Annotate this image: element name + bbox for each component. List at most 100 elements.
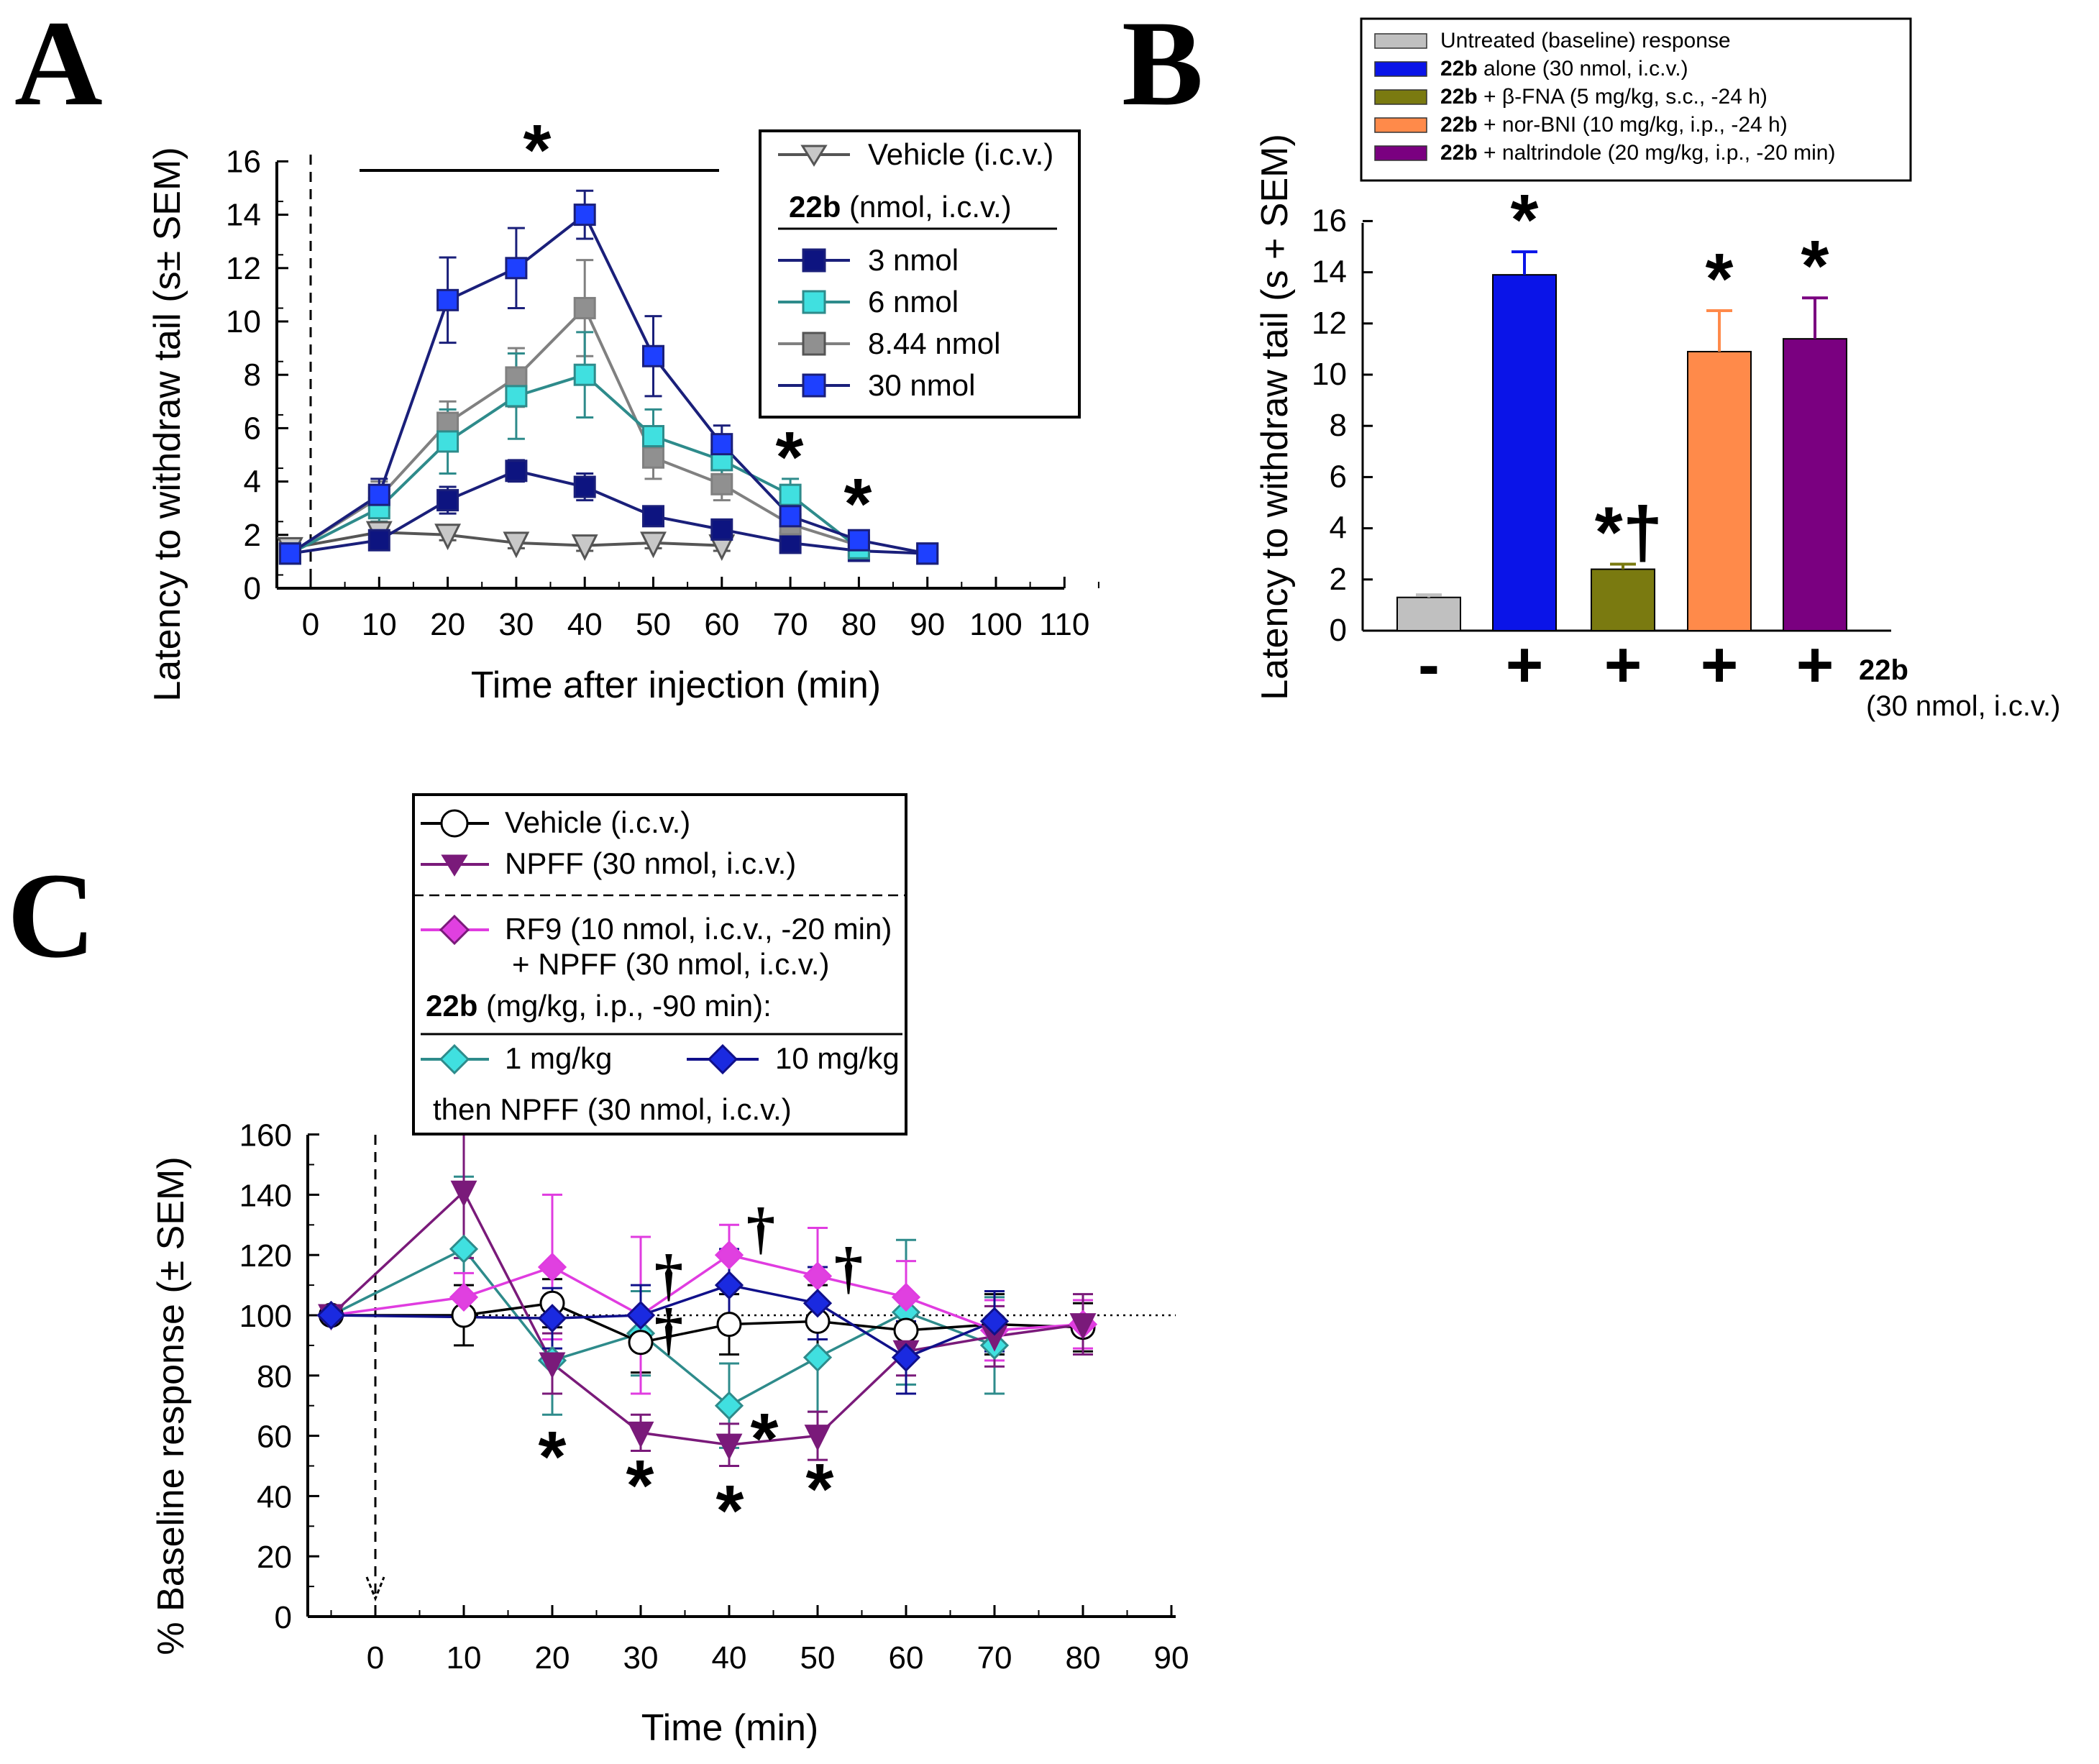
legend-c-rf9-label: RF9 (10 nmol, i.c.v., -20 min) xyxy=(505,912,892,946)
legend-c-npff-label: NPFF (30 nmol, i.c.v.) xyxy=(505,846,796,880)
panel-a-point xyxy=(573,475,596,498)
legend-a-6nmol-label: 6 nmol xyxy=(868,285,959,319)
panel-c-star-40a: * xyxy=(716,1471,744,1551)
panel-c-xtick-label: 90 xyxy=(1154,1640,1189,1676)
legend-b-swatch xyxy=(1374,61,1427,77)
panel-b-bar xyxy=(1396,596,1461,631)
panel-a-xtick-label: 90 xyxy=(910,607,945,642)
panel-a-xlabel: Time after injection (min) xyxy=(471,664,881,706)
panel-a-point xyxy=(505,385,528,408)
panel-a-star-main: * xyxy=(523,110,552,191)
panel-b-legend: Untreated (baseline) response 22b alone (… xyxy=(1360,17,1912,182)
panel-c-point xyxy=(714,1391,744,1420)
panel-a-xtick-label: 60 xyxy=(704,607,739,642)
panel-c-dagger-30b: † xyxy=(654,1298,683,1361)
panel-c-legend: Vehicle (i.c.v.) NPFF (30 nmol, i.c.v.) … xyxy=(412,793,907,1135)
panel-a-ytick-label: 10 xyxy=(226,304,261,339)
diamond-icon xyxy=(707,1043,738,1075)
legend-c-vehicle-label: Vehicle (i.c.v.) xyxy=(505,805,690,839)
legend-a-30nmol-label: 30 nmol xyxy=(868,368,975,402)
panel-b-bar xyxy=(1492,274,1557,631)
legend-b-label: 22b + naltrindole (20 mg/kg, i.p., -20 m… xyxy=(1440,141,1835,165)
panel-a-ytick-label: 12 xyxy=(226,251,261,286)
legend-c-1mgkg-label: 1 mg/kg xyxy=(505,1041,612,1075)
panel-c-point xyxy=(628,1330,654,1356)
legend-a-group-title: 22b (nmol, i.c.v.) xyxy=(789,190,1012,224)
panel-c-xtick-label: 30 xyxy=(623,1640,659,1676)
panel-a-point xyxy=(505,257,528,280)
panel-a-line xyxy=(289,212,928,555)
panel-b-bar xyxy=(1591,568,1655,631)
panel-c-point xyxy=(715,1433,743,1461)
panel-a-point xyxy=(367,483,390,506)
panel-c-xtick-label: 50 xyxy=(800,1640,836,1676)
panel-c-series xyxy=(316,1124,1098,1467)
panel-letter-a: A xyxy=(14,0,103,131)
panel-a-point xyxy=(916,542,939,565)
panel-c-point xyxy=(450,1180,477,1207)
panel-a-xtick-label: 0 xyxy=(302,607,319,642)
diamond-icon xyxy=(439,1043,470,1075)
panel-c-point xyxy=(627,1421,654,1448)
panel-a-ytick-label: 8 xyxy=(244,357,261,393)
panel-b-bar xyxy=(1687,350,1752,631)
panel-b-ytick-label: 14 xyxy=(1312,255,1347,290)
legend-a-vehicle-label: Vehicle (i.c.v.) xyxy=(868,137,1053,171)
panel-b-ytick-label: 4 xyxy=(1330,511,1347,546)
panel-c-xlabel: Time (min) xyxy=(641,1707,819,1749)
panel-a-line xyxy=(290,469,928,555)
panel-b-ytick-label: 10 xyxy=(1312,357,1347,392)
panel-a-legend: Vehicle (i.c.v.) 22b (nmol, i.c.v.) 3 nm… xyxy=(759,129,1081,419)
triangle-down-icon xyxy=(800,145,828,167)
panel-b-significance: *† xyxy=(1595,492,1663,572)
panel-a-point xyxy=(436,430,459,453)
panel-b-category-tick: + xyxy=(1604,629,1642,701)
panel-a-point xyxy=(505,366,528,389)
panel-a-point xyxy=(571,534,598,561)
panel-a-point xyxy=(367,529,390,552)
panel-c-ytick-label: 160 xyxy=(239,1118,292,1153)
legend-c-rf9: RF9 (10 nmol, i.c.v., -20 min) + NPFF (3… xyxy=(421,912,892,981)
panel-b-category-tick: - xyxy=(1418,629,1440,701)
panel-c-point xyxy=(449,1234,479,1263)
panel-b-ytick-label: 16 xyxy=(1312,203,1347,238)
panel-a-xtick-label: 30 xyxy=(498,607,534,642)
legend-b-swatch xyxy=(1374,117,1427,133)
legend-c-1mgkg: 1 mg/kg xyxy=(421,1041,612,1075)
panel-b-ylabel: Latency to withdraw tail (s + SEM) xyxy=(1254,134,1296,700)
legend-b-swatch xyxy=(1374,89,1427,105)
panel-letter-c: C xyxy=(7,848,96,983)
panel-c-star-30: * xyxy=(626,1445,654,1526)
panel-c-xtick-label: 80 xyxy=(1066,1640,1101,1676)
panel-b-significance: * xyxy=(1801,226,1829,306)
panel-c-point xyxy=(537,1252,567,1282)
legend-c-footer: then NPFF (30 nmol, i.c.v.) xyxy=(433,1092,792,1126)
panel-a-axes: 0 2 4 6 8 10 12 14 16 0 10 20 30 40 50 60 70 80 90 100 110 xyxy=(226,144,1099,642)
panel-a-point xyxy=(436,411,459,434)
panel-c-point xyxy=(1069,1313,1097,1340)
panel-a-point xyxy=(573,363,596,386)
panel-b-bars: - +*+*†+*+* xyxy=(1396,180,1847,701)
panel-c-ytick-label: 120 xyxy=(239,1238,292,1274)
panel-c-ytick-label: 60 xyxy=(257,1420,292,1455)
panel-b-category-sublabel: (30 nmol, i.c.v.) xyxy=(1866,690,2060,722)
legend-a-8nmol: 8.44 nmol xyxy=(778,326,1000,360)
panel-a-point xyxy=(642,446,664,469)
panel-c-point xyxy=(804,1425,831,1451)
panel-c-point xyxy=(979,1307,1010,1336)
panel-c-point xyxy=(714,1270,744,1300)
panel-a-xtick-label: 100 xyxy=(969,607,1022,642)
panel-c-xtick-label: 20 xyxy=(535,1640,570,1676)
panel-a-point xyxy=(503,531,530,559)
panel-a-point xyxy=(573,296,596,319)
panel-c-ytick-label: 20 xyxy=(257,1540,292,1575)
square-icon xyxy=(802,332,826,356)
panel-b-ytick-label: 0 xyxy=(1330,613,1347,648)
panel-a-xtick-label: 40 xyxy=(567,607,603,642)
panel-c-ylabel: % Baseline response (± SEM) xyxy=(150,1156,192,1655)
panel-c-point xyxy=(716,1312,742,1338)
panel-a-point xyxy=(573,204,596,227)
panel-c-dagger-40: † xyxy=(746,1197,775,1261)
legend-c-rf9-line2: + NPFF (30 nmol, i.c.v.) xyxy=(512,947,829,981)
panel-c-star-50: * xyxy=(806,1449,834,1530)
